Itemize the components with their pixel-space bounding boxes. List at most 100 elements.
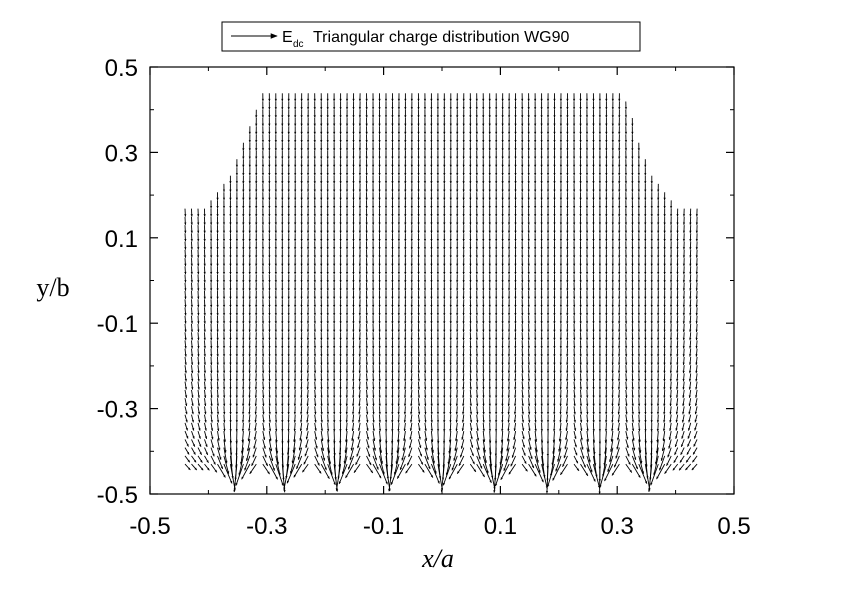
field-arrowhead <box>540 280 543 283</box>
field-arrowhead <box>358 346 361 349</box>
field-arrowhead <box>229 255 232 258</box>
field-arrowhead <box>203 263 206 267</box>
field-arrowhead <box>210 387 213 390</box>
field-arrowhead <box>365 354 368 357</box>
field-arrowhead <box>657 247 660 250</box>
field-arrowhead <box>592 247 595 250</box>
field-arrowhead <box>585 313 589 316</box>
field-arrowhead <box>673 460 676 463</box>
field-arrowhead <box>495 288 498 291</box>
field-arrowhead <box>197 362 200 365</box>
field-arrowhead <box>565 395 569 398</box>
field-arrowhead <box>352 263 355 267</box>
field-arrowhead <box>663 354 666 357</box>
field-arrowhead <box>368 454 371 457</box>
field-arrowhead <box>566 247 569 250</box>
field-arrowhead <box>184 296 187 299</box>
field-arrowhead <box>695 247 698 250</box>
field-arrowhead <box>385 429 388 432</box>
field-arrowhead <box>281 230 284 234</box>
field-arrowhead <box>501 354 504 357</box>
field-arrowhead <box>274 354 277 357</box>
field-arrowhead <box>345 280 349 283</box>
field-arrowhead <box>410 354 413 357</box>
field-arrowhead <box>274 346 277 349</box>
field-arrowhead <box>298 447 301 451</box>
field-arrowhead <box>293 395 297 398</box>
field-arrowhead <box>235 255 238 258</box>
field-arrowhead <box>669 420 672 423</box>
field-arrowhead <box>197 346 200 349</box>
field-arrowhead <box>333 239 336 242</box>
field-arrowhead <box>372 420 375 423</box>
field-arrow <box>534 463 544 483</box>
field-arrowhead <box>326 346 329 349</box>
field-arrow <box>379 447 383 464</box>
field-arrowhead <box>391 403 394 407</box>
field-arrowhead <box>305 436 308 440</box>
field-arrowhead <box>333 263 336 267</box>
field-arrowhead <box>598 346 601 349</box>
field-arrowhead <box>443 337 446 341</box>
field-arrowhead <box>418 420 421 423</box>
field-arrowhead <box>566 304 569 308</box>
field-arrowhead <box>242 329 245 332</box>
field-arrowhead <box>456 272 459 275</box>
field-arrowhead <box>345 329 349 332</box>
field-arrowhead <box>404 313 407 316</box>
field-arrowhead <box>682 239 686 242</box>
field-arrowhead <box>507 387 510 390</box>
field-arrowhead <box>345 428 348 432</box>
field-arrowhead <box>327 439 330 443</box>
field-arrowhead <box>540 420 543 423</box>
field-arrowhead <box>268 420 271 423</box>
field-arrowhead <box>553 222 556 225</box>
field-arrowhead <box>531 465 534 469</box>
field-arrowhead <box>638 420 641 423</box>
field-arrowhead <box>344 450 347 453</box>
field-arrowhead <box>514 313 517 316</box>
field-arrowhead <box>676 313 679 316</box>
field-arrowhead <box>598 321 601 324</box>
field-arrowhead <box>482 247 485 250</box>
field-arrowhead <box>644 429 647 432</box>
field-arrowhead <box>553 304 556 308</box>
field-arrowhead <box>261 329 265 332</box>
field-arrowhead <box>682 362 685 365</box>
field-arrowhead <box>367 445 370 449</box>
field-arrowhead <box>248 420 251 423</box>
field-arrowhead <box>191 403 194 407</box>
field-arrowhead <box>482 354 485 357</box>
field-arrowhead <box>248 272 251 275</box>
field-arrowhead <box>197 387 200 390</box>
field-arrowhead <box>553 337 556 341</box>
field-arrowhead <box>184 255 187 258</box>
field-arrowhead <box>216 412 220 415</box>
field-arrowhead <box>573 313 576 316</box>
field-arrowhead <box>625 411 628 415</box>
field-arrowhead <box>611 346 614 349</box>
field-arrowhead <box>513 428 516 431</box>
field-arrowhead <box>456 321 459 324</box>
field-arrowhead <box>689 222 692 225</box>
field-arrowhead <box>689 271 692 275</box>
field-arrowhead <box>391 304 394 308</box>
field-arrowhead <box>384 280 388 283</box>
field-arrowhead <box>417 239 420 242</box>
field-arrow <box>607 455 614 473</box>
field-arrowhead <box>384 239 388 242</box>
field-arrow <box>241 463 251 480</box>
field-arrowhead <box>204 403 207 407</box>
field-arrowhead <box>184 378 187 382</box>
field-arrowhead <box>527 288 530 291</box>
field-arrowhead <box>300 370 303 374</box>
field-arrowhead <box>210 247 213 250</box>
field-arrowhead <box>254 403 257 407</box>
field-arrowhead <box>213 462 216 465</box>
field-arrowhead <box>333 313 336 316</box>
field-arrowhead <box>197 247 200 250</box>
field-arrowhead <box>675 428 678 431</box>
field-arrowhead <box>391 247 394 250</box>
field-arrowhead <box>507 403 510 407</box>
field-arrowhead <box>635 466 638 470</box>
